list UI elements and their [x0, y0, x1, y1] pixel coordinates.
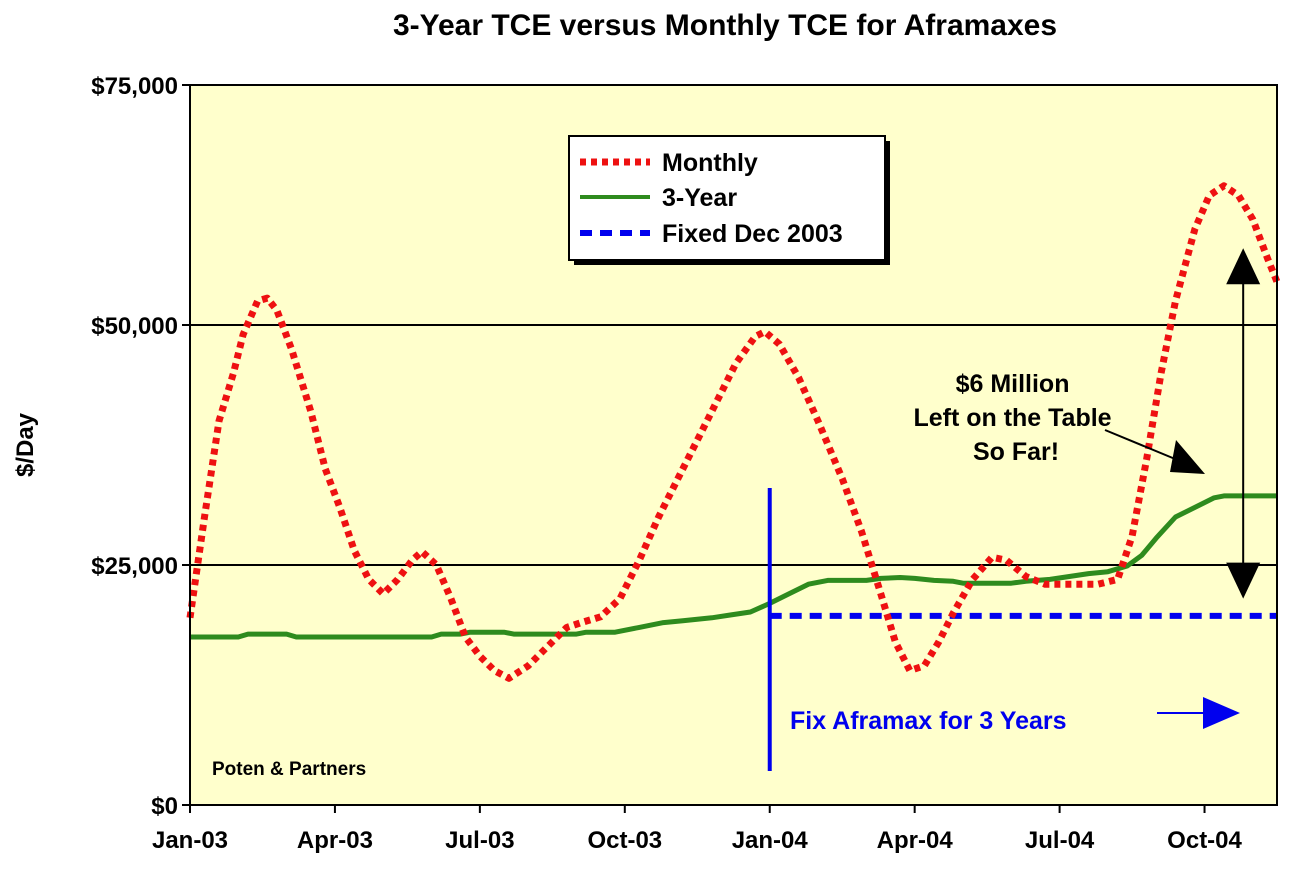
legend-label-monthly: Monthly — [662, 149, 758, 177]
gap-annotation-line-3: So Far! — [973, 438, 1059, 466]
legend-label-fixed: Fixed Dec 2003 — [662, 220, 843, 248]
y-tick-label-3: $75,000 — [91, 73, 178, 100]
x-axis: Jan-03 Apr-03 Jul-03 Oct-03 Jan-04 Apr-04 Jul-… — [152, 805, 1243, 854]
y-tick-label-1: $25,000 — [91, 553, 178, 580]
y-tick-label-2: $50,000 — [91, 313, 178, 340]
series-layer — [186, 182, 1281, 682]
y-axis: $0 $25,000 $50,000 $75,000 — [91, 73, 190, 820]
gap-arrow-down-icon — [1226, 562, 1261, 599]
gap-annotation-pointer-head-icon — [1170, 440, 1205, 474]
y-axis-label: $/Day — [12, 412, 39, 477]
x-tick-label-2: Jul-03 — [445, 827, 514, 854]
x-tick-label-1: Apr-03 — [297, 827, 373, 854]
gap-arrow-up-icon — [1226, 248, 1261, 285]
x-tick-label-3: Oct-03 — [587, 827, 662, 854]
source-label: Poten & Partners — [212, 759, 366, 780]
y-tick-label-0: $0 — [151, 793, 178, 820]
gap-annotation: $6 Million Left on the Table So Far! — [913, 370, 1118, 466]
x-tick-label-5: Apr-04 — [877, 827, 954, 854]
legend-label-3year: 3-Year — [662, 184, 737, 212]
x-tick-label-4: Jan-04 — [732, 827, 809, 854]
x-tick-label-6: Jul-04 — [1025, 827, 1095, 854]
chart-title: 3-Year TCE versus Monthly TCE for Aframa… — [393, 9, 1057, 42]
gap-arrow — [1226, 248, 1261, 599]
gap-annotation-line-1: $6 Million — [956, 370, 1070, 398]
x-tick-label-7: Oct-04 — [1167, 827, 1242, 854]
legend: Monthly 3-Year Fixed Dec 2003 — [568, 135, 890, 265]
plot-frame — [189, 84, 1278, 806]
gridlines — [190, 324, 1277, 566]
fix-arrow-head-icon — [1203, 697, 1240, 729]
fix-label: Fix Aframax for 3 Years — [790, 707, 1067, 735]
legend-box — [568, 135, 886, 261]
x-tick-label-0: Jan-03 — [152, 827, 228, 854]
gap-annotation-line-2: Left on the Table — [913, 404, 1111, 432]
series-line-monthly — [186, 182, 1281, 682]
